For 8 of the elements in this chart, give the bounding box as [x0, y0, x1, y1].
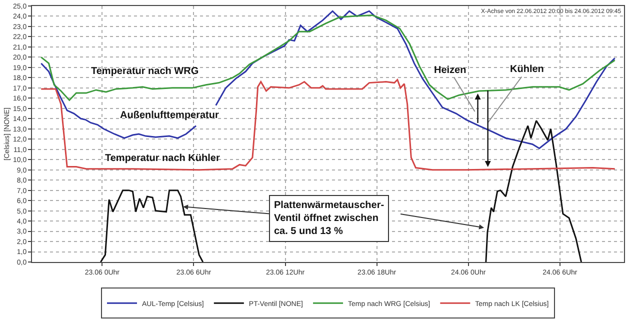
annotation: Kühlen	[510, 64, 544, 75]
annotation: Temperatur nach Kühler	[105, 153, 220, 164]
annotation: Plattenwärmetauscher- Ventil öffnet zwischen ca. 5 und 13 %	[274, 200, 384, 237]
annotation: Heizen	[434, 65, 466, 76]
line-series	[40, 78, 616, 171]
annotation: Temperatur nach WRG	[91, 66, 199, 77]
annotation: Außenlufttemperatur	[120, 110, 219, 121]
line-series	[40, 14, 616, 101]
